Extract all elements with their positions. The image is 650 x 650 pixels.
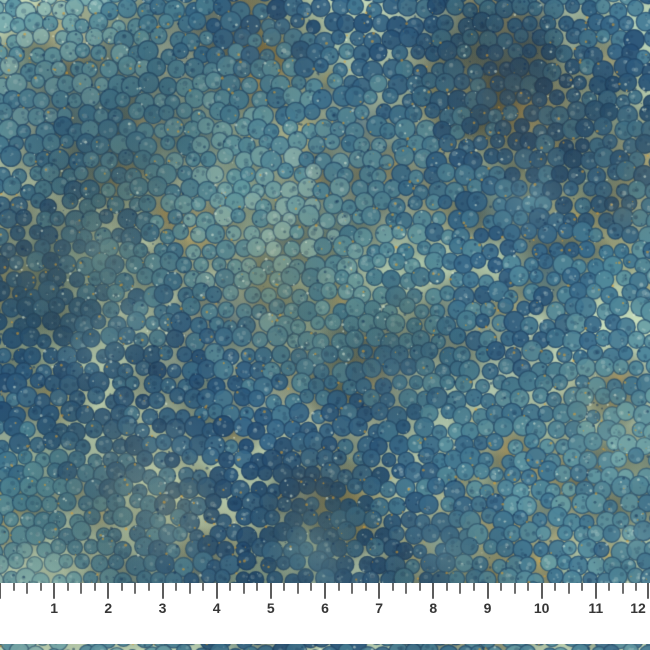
ruler-minor-tick (364, 583, 367, 591)
ruler-minor-tick (472, 583, 475, 591)
ruler-minor-tick (93, 583, 96, 591)
ruler-minor-tick (242, 583, 245, 594)
ruler-minor-tick (554, 583, 557, 591)
ruler-number: 9 (483, 600, 492, 616)
ruler-minor-tick (147, 583, 150, 591)
ruler-minor-tick (202, 583, 205, 591)
ruler-number: 5 (266, 600, 275, 616)
ruler-inch-tick (53, 583, 56, 599)
ruler-inch-tick (594, 583, 597, 599)
ruler-inch-tick (647, 583, 649, 599)
ruler-number: 3 (158, 600, 167, 616)
ruler-number: 4 (212, 600, 221, 616)
inch-ruler-overlay: 1 2 3 4 5 6 7 8 9 10 11 12 (0, 583, 650, 644)
ruler-minor-tick (635, 583, 638, 591)
ruler-minor-tick (500, 583, 503, 591)
ruler-number: 11 (588, 600, 604, 616)
ruler-minor-tick (581, 583, 584, 591)
ruler-number: 7 (375, 600, 384, 616)
ruler-inch-tick (378, 583, 381, 599)
ruler-minor-tick (337, 583, 340, 591)
ruler-inch-tick (432, 583, 435, 599)
ruler-number: 12 (630, 600, 646, 616)
ruler-minor-tick (445, 583, 448, 591)
ruler-minor-tick (310, 583, 313, 591)
ruler-inch-tick (540, 583, 543, 599)
ruler-number: 1 (50, 600, 59, 616)
ruler-minor-tick (608, 583, 611, 591)
ruler-minor-tick (296, 583, 299, 594)
ruler-minor-tick (621, 583, 624, 594)
ruler-minor-tick (229, 583, 232, 591)
ruler-minor-tick (134, 583, 137, 594)
ruler-inch-tick (107, 583, 110, 599)
ruler-minor-tick (418, 583, 421, 591)
ruler-minor-tick (527, 583, 530, 591)
ruler-minor-tick (405, 583, 408, 594)
ruler-minor-tick (12, 583, 15, 591)
ruler-minor-tick (459, 583, 462, 594)
ruler-minor-tick (351, 583, 354, 594)
ruler-minor-tick (513, 583, 516, 594)
ruler-inch-tick (269, 583, 272, 599)
ruler-number: 8 (429, 600, 438, 616)
ruler-minor-tick (391, 583, 394, 591)
ruler-inch-tick (215, 583, 218, 599)
ruler-inch-tick (324, 583, 326, 599)
ruler-inch-tick (486, 583, 489, 599)
ruler-inch-tick (0, 583, 1, 599)
ruler-number: 2 (104, 600, 113, 616)
ruler-minor-tick (283, 583, 286, 591)
ruler-minor-tick (80, 583, 83, 594)
ruler-minor-tick (39, 583, 42, 591)
ruler-minor-tick (26, 583, 29, 594)
ruler-inch-tick (161, 583, 164, 599)
ruler-minor-tick (567, 583, 570, 594)
ruler-minor-tick (120, 583, 123, 591)
ruler-number: 6 (321, 600, 329, 616)
ruler-minor-tick (66, 583, 69, 591)
ruler-minor-tick (256, 583, 259, 591)
ruler-minor-tick (175, 583, 178, 591)
ruler-number: 10 (533, 600, 550, 616)
ruler-minor-tick (188, 583, 191, 594)
